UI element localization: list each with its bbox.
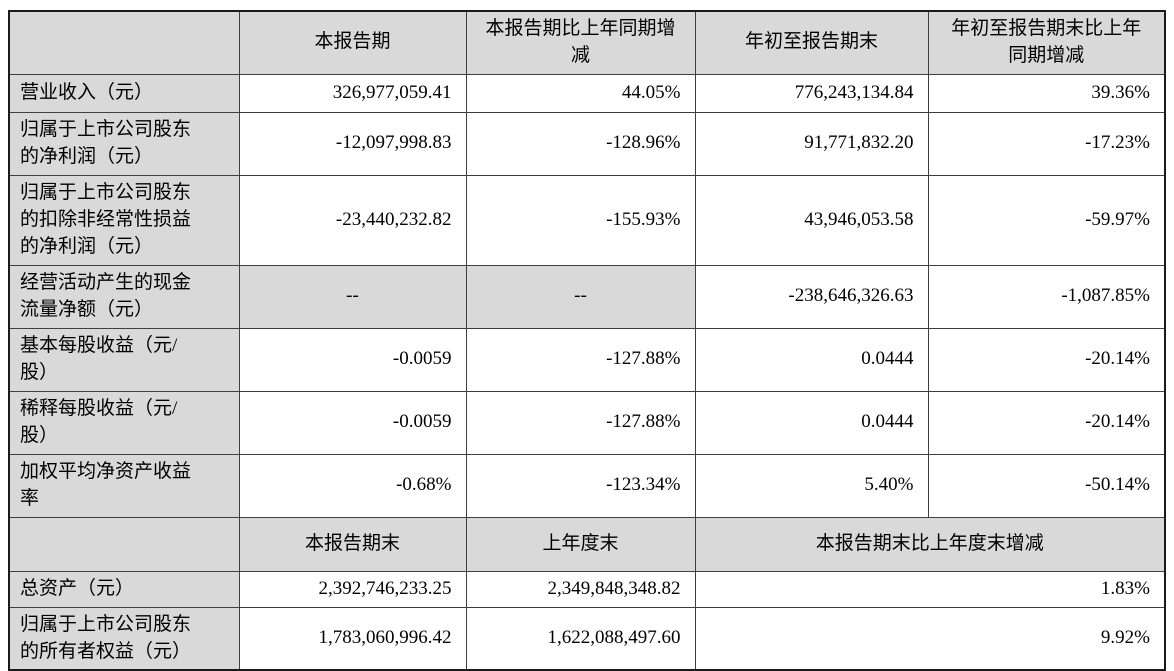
value-cell: -128.96% (465, 111, 696, 176)
value-cell: -23,440,232.82 (238, 174, 467, 266)
value-cell-na: -- (238, 264, 467, 329)
value-cell: 39.36% (927, 73, 1166, 113)
table-row-basic-eps: 基本每股收益（元/股） -0.0059 -127.88% 0.0444 -20.… (8, 327, 1166, 392)
header-corner-cell (8, 10, 240, 75)
value-cell: 1,622,088,497.60 (465, 606, 696, 671)
value-cell: 776,243,134.84 (694, 73, 929, 113)
value-cell: -127.88% (465, 390, 696, 455)
value-cell: -155.93% (465, 174, 696, 266)
value-cell: -20.14% (927, 390, 1166, 455)
value-cell: -0.68% (238, 453, 467, 518)
key-financials-table: 本报告期 本报告期比上年同期增减 年初至报告期末 年初至报告期末比上年同期增减 … (8, 10, 1166, 671)
value-cell: 43,946,053.58 (694, 174, 929, 266)
value-cell: 326,977,059.41 (238, 73, 467, 113)
header-prior-year-end: 上年度末 (465, 516, 696, 572)
table-row-net-profit-excl-nonrecurring: 归属于上市公司股东的扣除非经常性损益的净利润（元） -23,440,232.82… (8, 174, 1166, 266)
row-label: 归属于上市公司股东的净利润（元） (8, 111, 240, 176)
value-cell: -17.23% (927, 111, 1166, 176)
value-cell: 44.05% (465, 73, 696, 113)
value-cell: 9.92% (694, 606, 1166, 671)
value-cell: -238,646,326.63 (694, 264, 929, 329)
value-cell: -12,097,998.83 (238, 111, 467, 176)
row-label: 基本每股收益（元/股） (8, 327, 240, 392)
row-label: 加权平均净资产收益率 (8, 453, 240, 518)
row-label: 稀释每股收益（元/股） (8, 390, 240, 455)
table-row-revenue: 营业收入（元） 326,977,059.41 44.05% 776,243,13… (8, 73, 1166, 113)
value-cell: 1.83% (694, 570, 1166, 608)
header-period-end: 本报告期末 (238, 516, 467, 572)
row-label: 归属于上市公司股东的所有者权益（元） (8, 606, 240, 671)
header-yoy-change: 本报告期比上年同期增减 (465, 10, 696, 75)
header-current-period: 本报告期 (238, 10, 467, 75)
table-row-total-assets: 总资产（元） 2,392,746,233.25 2,349,848,348.82… (8, 570, 1166, 608)
value-cell: 0.0444 (694, 390, 929, 455)
value-cell: -0.0059 (238, 327, 467, 392)
value-cell: 2,392,746,233.25 (238, 570, 467, 608)
header-ytd: 年初至报告期末 (694, 10, 929, 75)
table-header-row-period: 本报告期 本报告期比上年同期增减 年初至报告期末 年初至报告期末比上年同期增减 (8, 10, 1166, 75)
row-label: 经营活动产生的现金流量净额（元） (8, 264, 240, 329)
value-cell: 2,349,848,348.82 (465, 570, 696, 608)
report-page: 本报告期 本报告期比上年同期增减 年初至报告期末 年初至报告期末比上年同期增减 … (8, 10, 1166, 671)
header-period-end-change: 本报告期末比上年度末增减 (694, 516, 1166, 572)
value-cell: -20.14% (927, 327, 1166, 392)
table-row-weighted-avg-roe: 加权平均净资产收益率 -0.68% -123.34% 5.40% -50.14% (8, 453, 1166, 518)
table-header-row-period-end: 本报告期末 上年度末 本报告期末比上年度末增减 (8, 516, 1166, 572)
header-ytd-yoy-change: 年初至报告期末比上年同期增减 (927, 10, 1166, 75)
row-label: 总资产（元） (8, 570, 240, 608)
value-cell: -127.88% (465, 327, 696, 392)
row-label: 归属于上市公司股东的扣除非经常性损益的净利润（元） (8, 174, 240, 266)
value-cell: -123.34% (465, 453, 696, 518)
value-cell: 91,771,832.20 (694, 111, 929, 176)
value-cell-na: -- (465, 264, 696, 329)
value-cell: 0.0444 (694, 327, 929, 392)
table-row-diluted-eps: 稀释每股收益（元/股） -0.0059 -127.88% 0.0444 -20.… (8, 390, 1166, 455)
value-cell: -1,087.85% (927, 264, 1166, 329)
value-cell: 1,783,060,996.42 (238, 606, 467, 671)
header-corner-cell (8, 516, 240, 572)
table-row-operating-cash-flow: 经营活动产生的现金流量净额（元） -- -- -238,646,326.63 -… (8, 264, 1166, 329)
table-row-net-profit: 归属于上市公司股东的净利润（元） -12,097,998.83 -128.96%… (8, 111, 1166, 176)
value-cell: -59.97% (927, 174, 1166, 266)
value-cell: 5.40% (694, 453, 929, 518)
value-cell: -0.0059 (238, 390, 467, 455)
table-row-equity: 归属于上市公司股东的所有者权益（元） 1,783,060,996.42 1,62… (8, 606, 1166, 671)
value-cell: -50.14% (927, 453, 1166, 518)
row-label: 营业收入（元） (8, 73, 240, 113)
